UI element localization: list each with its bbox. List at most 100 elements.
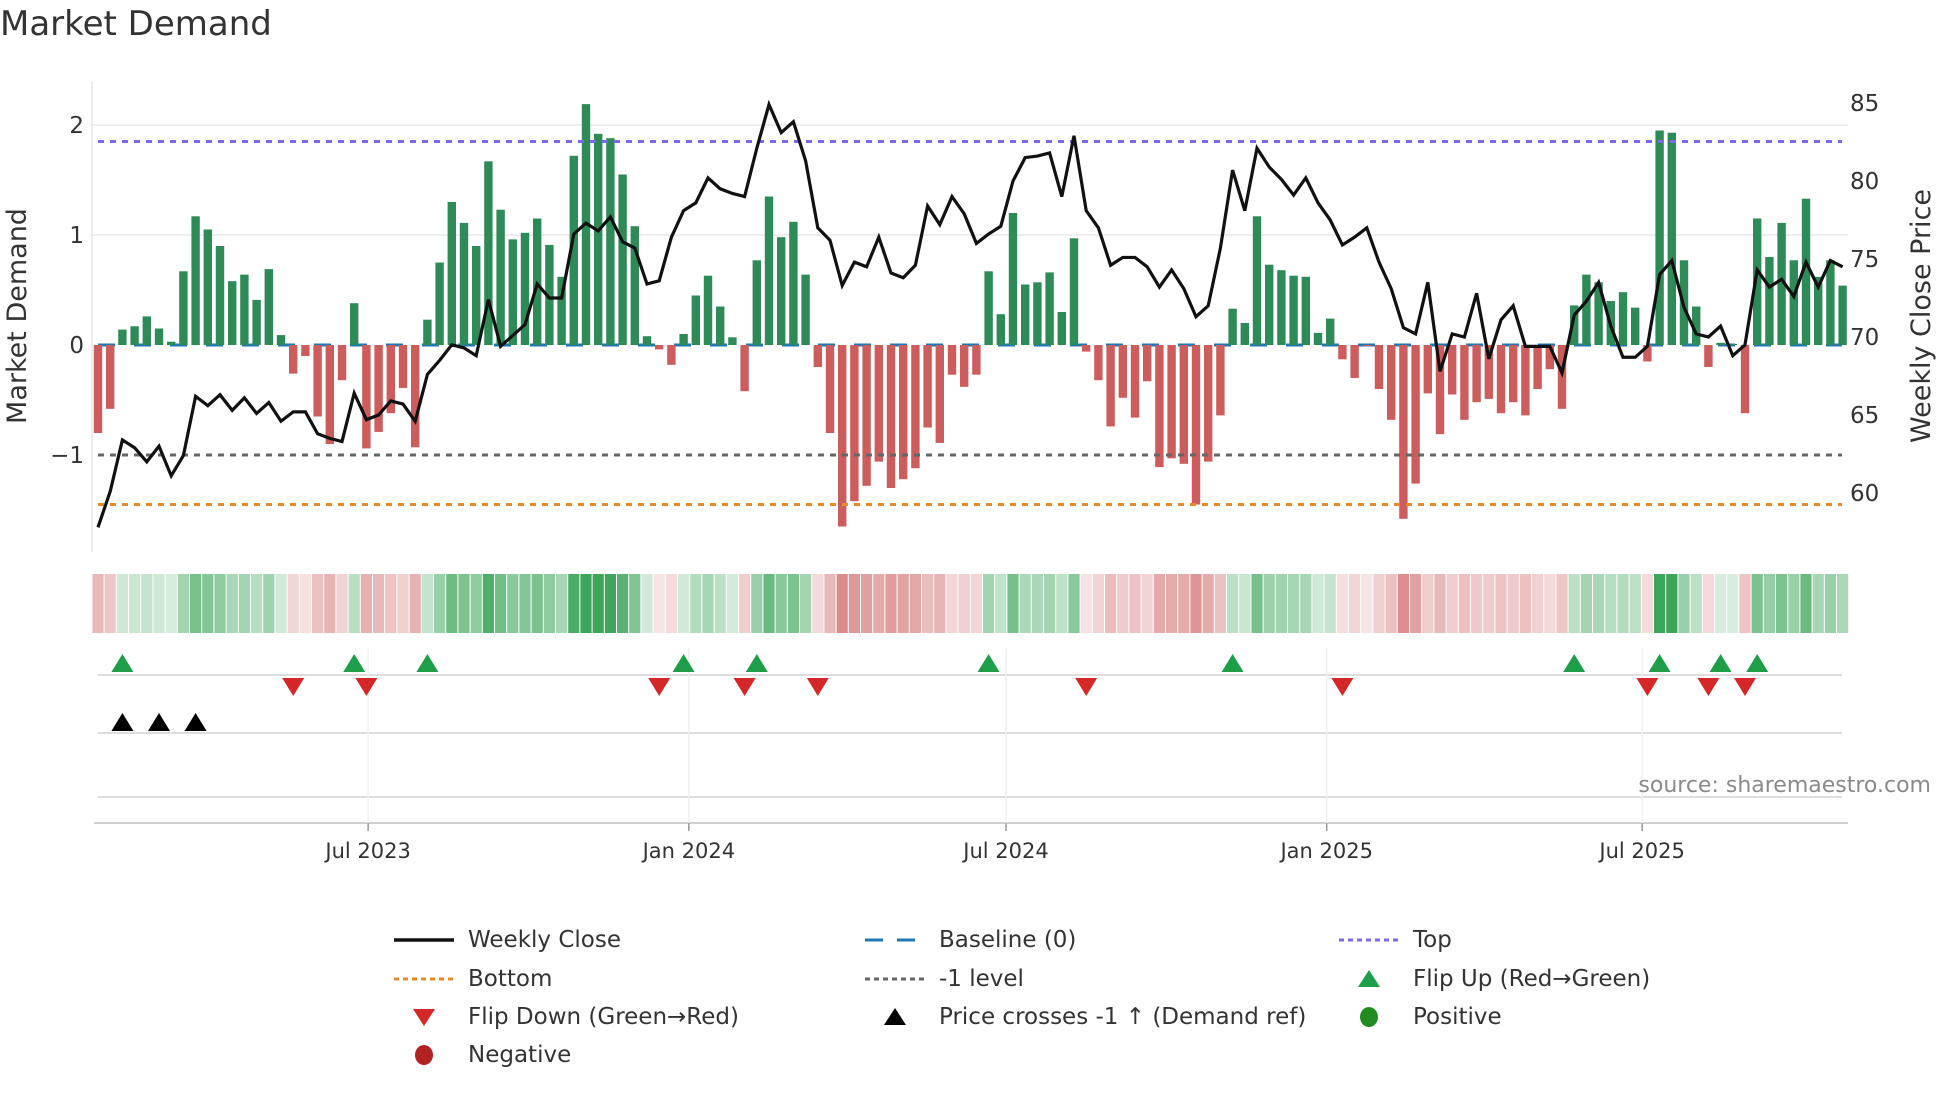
legend-item: Flip Up (Red→Green) xyxy=(1339,964,1650,994)
heatmap-cell xyxy=(1117,574,1129,633)
heatmap-cell xyxy=(238,574,250,633)
bar-positive xyxy=(1789,260,1798,345)
bar-negative xyxy=(93,345,103,433)
bar-positive xyxy=(801,274,810,345)
bar-negative xyxy=(1704,345,1713,367)
legend-item: Negative xyxy=(394,1040,571,1070)
bar-positive xyxy=(728,337,737,345)
heatmap-cell xyxy=(336,574,348,633)
legend-tri-down-icon xyxy=(413,1009,435,1026)
heatmap-cell xyxy=(1397,574,1409,633)
heatmap-cell xyxy=(226,574,238,633)
bar-positive xyxy=(618,174,627,345)
heatmap-cell xyxy=(397,574,409,633)
bar-negative xyxy=(972,345,981,375)
bar-positive xyxy=(1582,274,1591,345)
bar-negative xyxy=(911,345,920,469)
heatmap-cell xyxy=(1336,574,1348,633)
bar-negative xyxy=(935,345,944,443)
bar-negative xyxy=(1179,345,1188,464)
bar-positive xyxy=(484,161,493,345)
bar-positive xyxy=(142,316,151,345)
heatmap-cell xyxy=(1666,574,1678,633)
heatmap-cell xyxy=(1641,574,1653,633)
heatmap-cell xyxy=(946,574,958,633)
heatmap-cell xyxy=(1105,574,1117,633)
heatmap-cell xyxy=(1141,574,1153,633)
bar-positive xyxy=(606,138,615,345)
bar-negative xyxy=(1545,345,1554,370)
heatmap-cell xyxy=(1824,574,1836,633)
bar-positive xyxy=(703,275,713,345)
bar-negative xyxy=(1082,345,1091,352)
bar-negative xyxy=(313,345,322,417)
heatmap-cell xyxy=(312,574,324,633)
bar-negative xyxy=(1191,345,1201,505)
legend-item: Weekly Close xyxy=(394,925,621,955)
heatmap-cell xyxy=(714,574,726,633)
y2-axis-label: Weekly Close Price xyxy=(1906,189,1937,443)
heatmap-cell xyxy=(1349,574,1361,633)
heatmap-cell xyxy=(373,574,385,633)
heatmap-cell xyxy=(629,574,641,633)
bar-positive xyxy=(1826,260,1835,345)
bar-positive xyxy=(1289,275,1298,345)
bar-negative xyxy=(411,345,420,448)
flip-up-marker xyxy=(1709,654,1732,672)
heatmap-cell xyxy=(678,574,690,633)
bar-positive xyxy=(1692,306,1701,345)
heatmap-cell xyxy=(726,574,738,633)
bar-negative xyxy=(1338,345,1347,360)
bar-negative xyxy=(1216,345,1225,416)
heatmap-cell xyxy=(848,574,860,633)
heatmap-cell xyxy=(580,574,592,633)
heatmap-cell xyxy=(1190,574,1202,633)
bar-negative xyxy=(1106,345,1115,427)
legend-label: -1 level xyxy=(939,966,1024,992)
heatmap-cell xyxy=(1495,574,1507,633)
heatmap-cell xyxy=(1324,574,1336,633)
x-tick-label: Jul 2023 xyxy=(323,839,410,863)
flip-down-marker xyxy=(1734,678,1756,696)
heatmap-cell xyxy=(1568,574,1580,633)
bar-negative xyxy=(1484,345,1493,399)
heatmap-cell xyxy=(299,574,311,633)
heatmap-cell xyxy=(800,574,812,633)
bar-positive xyxy=(1801,198,1811,345)
heatmap-cell xyxy=(519,574,531,633)
x-tick-label: Jan 2024 xyxy=(641,839,736,863)
x-tick-label: Jul 2025 xyxy=(1597,839,1684,863)
bar-negative xyxy=(301,345,310,356)
heatmap-cell xyxy=(1153,574,1165,633)
heatmap-cell xyxy=(1434,574,1446,633)
heatmap-cell xyxy=(1690,574,1702,633)
heatmap-cell xyxy=(934,574,946,633)
bar-negative xyxy=(960,345,969,387)
legend-line-dotted-icon xyxy=(865,977,925,981)
heatmap-cell xyxy=(1019,574,1031,633)
heatmap-cell xyxy=(1007,574,1019,633)
heatmap-cell xyxy=(1702,574,1714,633)
heatmap-cell xyxy=(543,574,555,633)
heatmap-cell xyxy=(495,574,507,633)
y-tick-label: 1 xyxy=(69,223,84,249)
heatmap-cell xyxy=(653,574,665,633)
heatmap-cell xyxy=(1519,574,1531,633)
bar-positive xyxy=(167,341,176,345)
bar-negative xyxy=(106,345,115,409)
x-tick-label: Jul 2024 xyxy=(961,839,1048,863)
legend-label: Price crosses -1 ↑ (Demand ref) xyxy=(939,1004,1307,1030)
bar-positive xyxy=(276,335,286,345)
heatmap-cell xyxy=(1532,574,1544,633)
bar-negative xyxy=(374,345,383,432)
legend-line-dotted-icon xyxy=(1339,938,1399,942)
heatmap-cell xyxy=(1763,574,1775,633)
price-cross-marker xyxy=(111,713,134,731)
bar-positive xyxy=(459,222,469,345)
flip-down-marker xyxy=(806,678,829,696)
bar-positive xyxy=(264,269,273,345)
legend-dot-icon xyxy=(415,1045,433,1065)
bar-positive xyxy=(1765,257,1774,345)
bar-positive xyxy=(752,260,761,345)
bar-positive xyxy=(1716,342,1725,345)
